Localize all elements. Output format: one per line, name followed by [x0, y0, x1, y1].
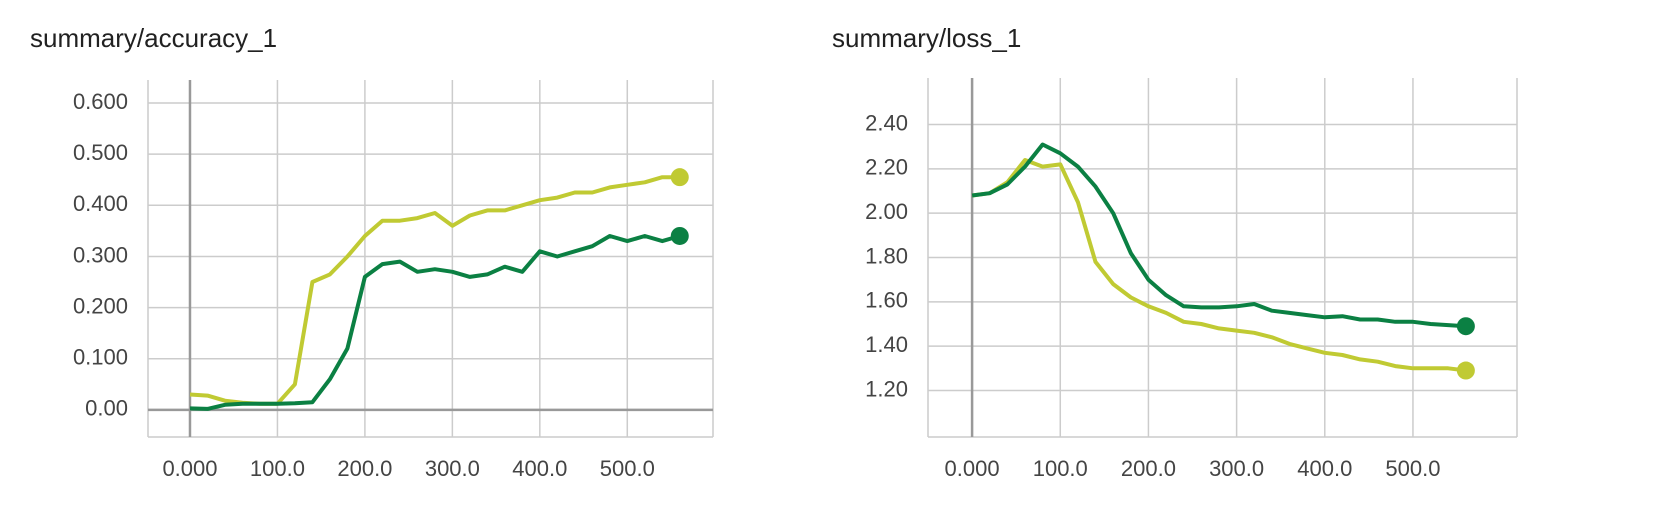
y-tick-label: 0.200	[73, 293, 128, 318]
series-line	[189, 175, 680, 406]
series-line	[971, 158, 1467, 373]
y-tick-label: 0.600	[73, 89, 128, 114]
chart-title: summary/accuracy_1	[30, 23, 277, 53]
y-tick-label: 0.100	[73, 345, 128, 370]
y-tick-label: 0.00	[85, 396, 128, 421]
y-tick-label: 2.20	[865, 155, 908, 180]
end-point	[670, 226, 689, 245]
x-tick-label: 100.0	[1033, 456, 1088, 481]
y-tick-label: 0.400	[73, 191, 128, 216]
x-tick-label: 100.0	[250, 456, 305, 481]
end-point	[1456, 361, 1475, 380]
x-tick-label: 500.0	[600, 456, 655, 481]
x-tick-label: 0.000	[162, 456, 217, 481]
x-tick-label: 0.000	[945, 456, 1000, 481]
series-line	[971, 142, 1467, 329]
x-tick-label: 500.0	[1385, 456, 1440, 481]
y-tick-label: 2.40	[865, 110, 908, 135]
x-tick-label: 200.0	[337, 456, 392, 481]
x-tick-label: 300.0	[1209, 456, 1264, 481]
y-tick-label: 1.20	[865, 376, 908, 401]
x-tick-label: 400.0	[512, 456, 567, 481]
y-tick-label: 1.60	[865, 288, 908, 313]
x-tick-label: 300.0	[425, 456, 480, 481]
chart-title: summary/loss_1	[832, 23, 1021, 53]
end-point	[670, 168, 689, 187]
y-tick-label: 2.00	[865, 199, 908, 224]
end-point	[1456, 317, 1475, 336]
y-tick-label: 0.300	[73, 242, 128, 267]
y-tick-label: 1.40	[865, 332, 908, 357]
x-tick-label: 400.0	[1297, 456, 1352, 481]
series-line	[189, 234, 681, 411]
y-tick-label: 1.80	[865, 243, 908, 268]
y-tick-label: 0.500	[73, 140, 128, 165]
x-tick-label: 200.0	[1121, 456, 1176, 481]
